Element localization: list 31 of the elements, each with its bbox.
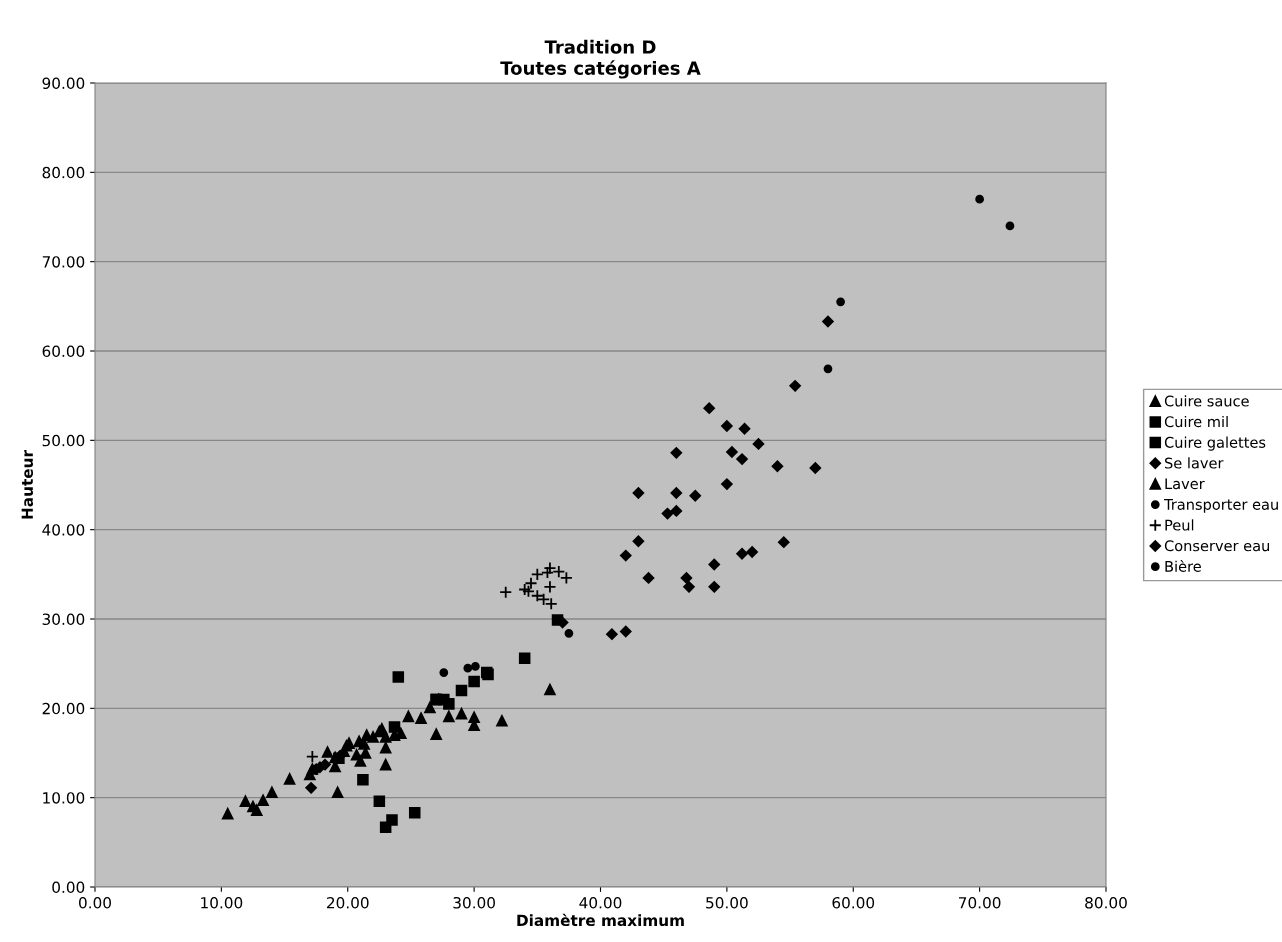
x-tick-label: 0.00 [79,896,111,909]
legend-label: Cuire mil [1164,415,1228,428]
y-tick-label: 90.00 [42,77,85,90]
x-tick-label: 40.00 [579,896,622,909]
x-tick-label: 50.00 [706,896,748,909]
y-tick-label: 50.00 [42,434,85,447]
legend-label: Cuire sauce [1164,395,1249,407]
chart-title: Tradition D Toutes catégories A [500,39,701,79]
x-tick-label: 30.00 [453,896,495,909]
y-tick-label: 70.00 [42,256,85,268]
x-tick-label: 60.00 [832,896,875,909]
x-tick-label: 20.00 [327,896,369,909]
legend-label: Conserver eau [1164,540,1270,552]
y-tick-label: 20.00 [42,702,85,715]
y-tick-label: 80.00 [42,166,85,179]
legend-label: Se laver [1165,457,1224,469]
legend-label: Laver [1165,478,1205,490]
y-tick-label: 0.00 [52,881,85,894]
y-tick-label: 60.00 [42,345,85,358]
x-tick-label: 80.00 [1085,896,1127,909]
x-tick-label: 10.00 [201,896,243,909]
x-axis-title: Diamètre maximum [517,913,684,927]
legend-label: Cuire galettes [1164,436,1266,451]
y-axis-title: Hauteur [21,450,34,519]
y-tick-label: 40.00 [42,524,85,536]
legend-label: Bière [1165,560,1201,572]
legend-label: Transporter eau [1163,499,1278,513]
x-tick-label: 70.00 [959,896,1001,909]
legend-label: Peul [1165,519,1194,531]
y-tick-label: 10.00 [43,792,85,804]
y-tick-label: 30.00 [42,613,85,626]
